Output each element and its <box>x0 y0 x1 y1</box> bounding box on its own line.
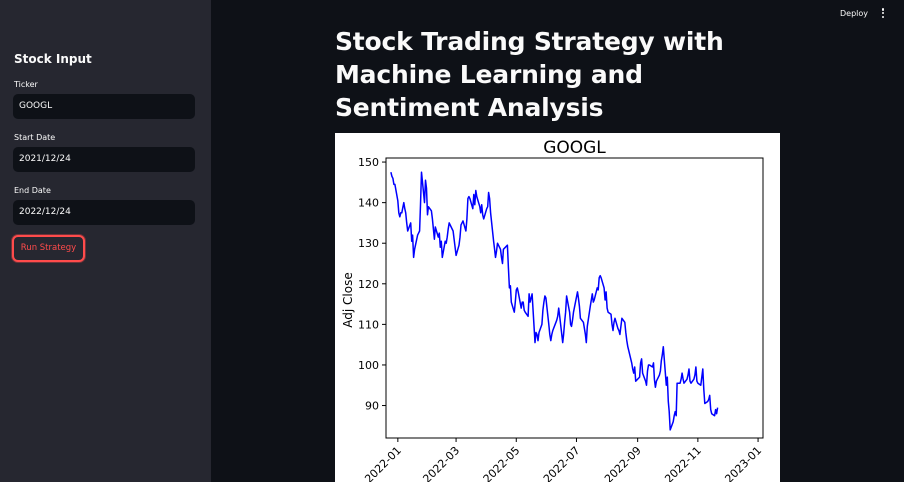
run-strategy-button[interactable]: Run Strategy <box>12 235 85 262</box>
deploy-button[interactable]: Deploy <box>840 9 869 18</box>
ticker-label: Ticker <box>14 80 38 89</box>
chart-x-ticks: 2022-01 2022-03 2022-05 2022-07 2022-09 2022-… <box>362 438 764 482</box>
sidebar: Stock Input Ticker GOOGL Start Date 2021… <box>0 0 211 482</box>
chart-y-tick-label: 90 <box>365 400 379 413</box>
chart-x-tick-label: 2022-09 <box>602 444 644 482</box>
start-date-label: Start Date <box>14 133 56 142</box>
start-date-input[interactable]: 2021/12/24 <box>13 147 195 172</box>
chart-y-tick-label: 140 <box>358 197 379 210</box>
chart-x-tick-label: 2022-07 <box>541 444 583 482</box>
chart-y-axis-label: Adj Close <box>341 272 355 327</box>
end-date-label: End Date <box>14 186 51 195</box>
line-chart: GOOGL Adj Close 90 100 110 120 130 140 150 202… <box>341 138 764 482</box>
chart-y-ticks: 90 100 110 120 130 140 150 <box>358 156 386 413</box>
chart-plot-frame <box>385 157 764 439</box>
chart-x-tick-label: 2022-11 <box>662 444 704 482</box>
chart-series-line <box>390 171 719 431</box>
chart-container: GOOGL Adj Close 90 100 110 120 130 140 150 202… <box>335 133 780 482</box>
chart-y-tick-label: 110 <box>358 318 379 331</box>
chart-y-tick-label: 120 <box>358 278 379 291</box>
end-date-input[interactable]: 2022/12/24 <box>13 200 195 225</box>
chart-title: GOOGL <box>543 138 606 158</box>
chart-y-tick-label: 100 <box>358 359 379 372</box>
vertical-ellipsis-icon[interactable] <box>880 7 886 21</box>
chart-x-tick-label: 2022-05 <box>481 444 523 482</box>
chart-x-tick-label: 2022-03 <box>420 444 462 482</box>
chart-x-tick-label: 2023-01 <box>722 444 764 482</box>
page-title: Stock Trading Strategy with Machine Lear… <box>335 27 724 122</box>
chart-y-tick-label: 130 <box>358 237 379 250</box>
sidebar-title: Stock Input <box>14 52 92 66</box>
chart-x-tick-label: 2022-01 <box>362 444 404 482</box>
ticker-input[interactable]: GOOGL <box>13 94 195 119</box>
chart-y-tick-label: 150 <box>358 156 379 169</box>
